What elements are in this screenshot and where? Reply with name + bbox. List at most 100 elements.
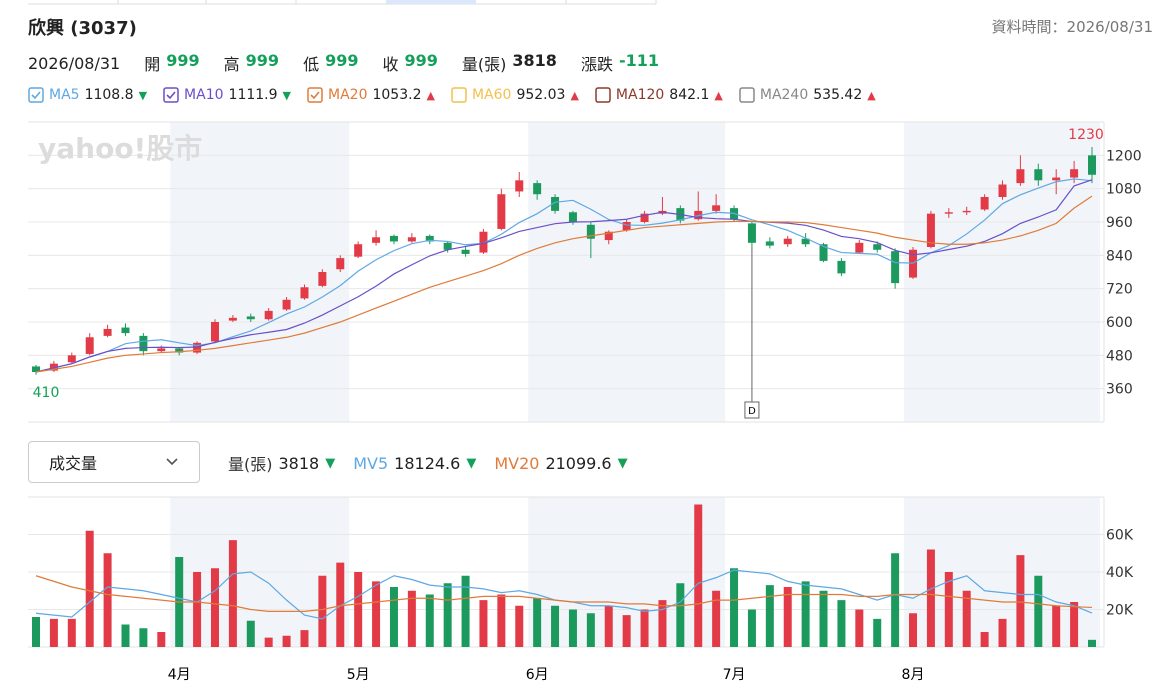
volume-bar (461, 575, 470, 647)
volume-bar (1052, 605, 1061, 647)
ma-value: 1053.2 (372, 87, 422, 103)
candle-body (372, 237, 381, 243)
ma-legend-item[interactable]: MA20 1053.2 ▲ (307, 87, 435, 103)
quote-item: 開 999 (144, 51, 199, 75)
ma-legend-item[interactable]: MA120 842.1 ▲ (595, 87, 723, 103)
quote-value: 3818 (512, 51, 557, 70)
quote-value: -111 (618, 51, 659, 70)
data-time: 資料時間：2026/08/31 (991, 18, 1153, 36)
quote-item: 漲跌 -111 (581, 51, 659, 75)
quote-value: 999 (245, 51, 280, 70)
checkbox-frame (163, 87, 179, 103)
candle-body (622, 222, 631, 231)
volume-bar (121, 624, 130, 647)
candle-body (568, 212, 577, 222)
x-tick-label: 5月 (347, 667, 370, 683)
volume-bar (712, 590, 721, 647)
y-tick-label: 40K (1106, 565, 1134, 581)
candle-body (318, 272, 327, 286)
volume-legend-name: 量(張) (228, 455, 273, 474)
candle-body (175, 348, 184, 353)
volume-bar (193, 572, 202, 647)
candle-body (336, 258, 345, 270)
candle-body (282, 299, 291, 310)
event-label: D (748, 406, 756, 417)
ma-legend-item[interactable]: MA10 1111.9 ▼ (163, 87, 291, 103)
volume-bar (443, 583, 452, 647)
candle-body (1070, 169, 1079, 178)
volume-legend-name: MV20 (494, 453, 540, 473)
volume-bar (819, 590, 828, 647)
volume-bar (1070, 602, 1079, 647)
volume-bar (855, 609, 864, 647)
ma-checkbox[interactable] (163, 87, 179, 103)
candle-body (407, 237, 416, 242)
ma-legend-item[interactable]: MA5 1108.8 ▼ (28, 87, 147, 103)
candle-body (819, 244, 828, 261)
volume-bar (747, 609, 756, 647)
volume-bar (85, 530, 94, 647)
candle-body (354, 244, 363, 257)
ma-value: 842.1 (669, 87, 710, 103)
ma-checkbox[interactable] (595, 87, 611, 103)
dropdown-label: 成交量 (49, 454, 98, 473)
candle-body (533, 183, 542, 195)
candle-body (980, 197, 989, 210)
stock-title: 欣興 (3037) (28, 18, 137, 39)
candle-body (873, 244, 882, 250)
x-tick-label: 6月 (526, 667, 549, 683)
y-tick-label: 840 (1106, 248, 1133, 264)
ma-line (35, 195, 1093, 373)
volume-bar (139, 628, 148, 647)
ma-arrow: ▼ (138, 88, 148, 102)
volume-bar (354, 572, 363, 647)
volume-bar (533, 598, 542, 647)
ma-checkbox[interactable] (307, 87, 323, 103)
candle-body (389, 235, 398, 242)
candle-body (1052, 177, 1061, 181)
ma-legend-item[interactable]: MA60 952.03 ▲ (451, 87, 579, 103)
ma-name: MA10 (184, 87, 224, 103)
quote-value: 999 (404, 51, 438, 70)
volume-legend-value: 21099.6 (545, 453, 612, 473)
volume-bar (264, 637, 273, 647)
indicator-dropdown[interactable]: 成交量 (28, 441, 200, 483)
price-annotation: 410 (33, 385, 60, 401)
checkbox-frame (595, 87, 611, 103)
y-tick-label: 720 (1106, 282, 1133, 298)
price-annotation: 1230 (1068, 127, 1104, 143)
ma-arrow: ▲ (570, 88, 579, 102)
candle-body (479, 231, 488, 253)
volume-legend-value: 3818 (278, 453, 320, 473)
ma-checkbox[interactable] (28, 87, 44, 103)
volume-bar (730, 568, 739, 647)
volume-bar (228, 540, 237, 647)
ma-legend-item[interactable]: MA240 535.42 ▲ (739, 87, 876, 103)
candle-body (85, 337, 94, 354)
candle-body (855, 242, 864, 253)
volume-bar (425, 594, 434, 647)
candle-body (837, 260, 846, 274)
candle-body (747, 223, 756, 243)
candle-body (1088, 155, 1096, 175)
volume-bar (157, 632, 166, 647)
candle-body (551, 197, 560, 211)
volume-bar (658, 600, 667, 647)
quote-label: 漲跌 (580, 55, 613, 74)
quote-row: 2026/08/31 開 999 高 999 低 999 收 999 量(張) 3818 漲跌 -111 (28, 51, 659, 75)
candle-body (640, 213, 649, 222)
ma-checkbox[interactable] (739, 87, 755, 103)
ma-value: 1108.8 (84, 87, 134, 103)
quote-item: 低 999 (303, 51, 358, 75)
ma-value: 535.42 (813, 87, 863, 103)
x-tick-label: 4月 (168, 667, 191, 683)
ma-checkbox[interactable] (451, 87, 467, 103)
ma-arrow: ▲ (867, 88, 876, 102)
y-tick-label: 960 (1106, 215, 1133, 231)
volume-legend-item: 量(張) 3818 ▼ (228, 451, 335, 475)
volume-legend-arrow: ▼ (617, 455, 628, 471)
ma-name: MA240 (759, 87, 809, 103)
month-band (904, 122, 1100, 422)
candle-body (300, 287, 309, 299)
